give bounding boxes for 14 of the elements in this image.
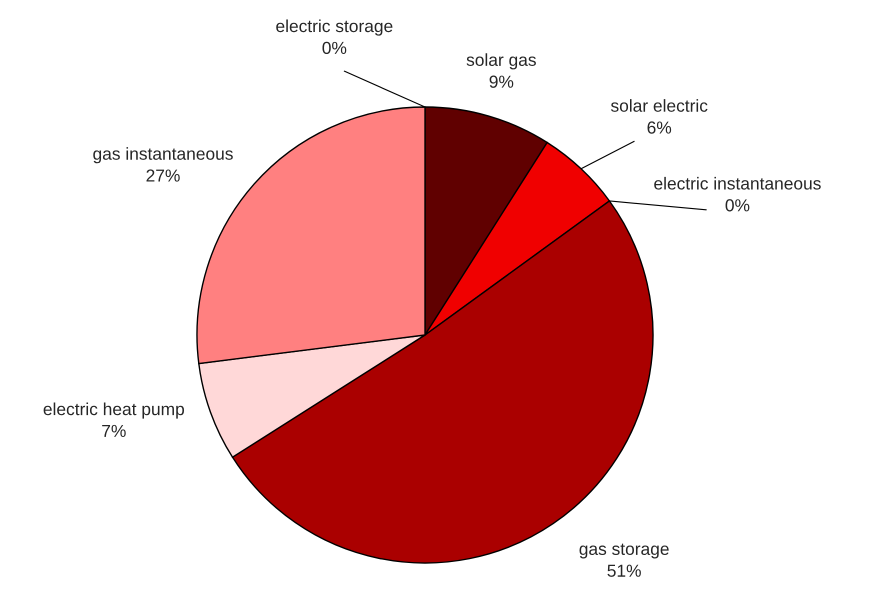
text: 0% — [726, 199, 750, 212]
category-label: electric instantaneous — [654, 176, 821, 190]
slice-label: gas storage — [580, 544, 669, 558]
data-label: 6% — [648, 121, 672, 134]
data-label: 7% — [102, 424, 126, 438]
category-label: electric storage — [276, 19, 392, 36]
slice-label: solar gas — [466, 53, 536, 70]
data-label: 27% — [146, 169, 180, 182]
slice-label: solar electric — [610, 99, 708, 112]
data-label: 9% — [490, 76, 514, 88]
slice-label: electric heat pump — [44, 402, 184, 419]
slice-label: gas instantaneous — [93, 147, 233, 164]
data-label: 51% — [607, 564, 641, 577]
text: 0% — [322, 42, 346, 54]
